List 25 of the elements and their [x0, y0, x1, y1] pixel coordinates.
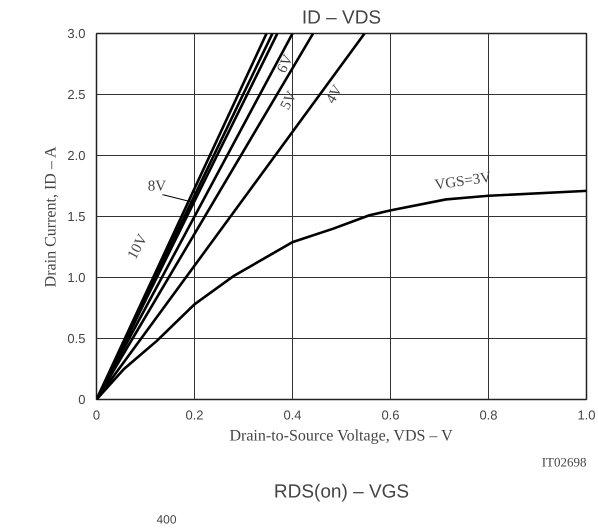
x-tick-label: 0.4 [283, 408, 302, 422]
text: 4V [323, 82, 346, 106]
x-tick-label: 0.8 [479, 408, 498, 422]
text: VGS=3V [434, 170, 492, 194]
chart-title: ID – VDS [302, 8, 382, 28]
x-tick-label: 0.2 [185, 408, 204, 422]
y-axis-title: Drain Current, ID – A [42, 146, 60, 288]
text: 400 [156, 512, 177, 526]
x-axis-title: Drain-to-Source Voltage, VDS – V [229, 428, 454, 444]
x-tick-label: 0.6 [381, 408, 400, 422]
text: 5V [278, 88, 300, 112]
y-tick-label: 1.0 [67, 270, 86, 285]
x-tick-label: 0 [92, 408, 100, 422]
text: RDS(on) – VGS [274, 482, 410, 502]
text: 6V [274, 52, 297, 76]
text: IT02698 [542, 454, 587, 470]
x-tick-label: 1.0 [577, 408, 596, 422]
y-tick-label: 0.5 [67, 331, 86, 346]
y-tick-label: 1.5 [67, 209, 86, 224]
series-label: 8V [148, 178, 166, 195]
y-tick-label: 2.5 [67, 87, 86, 102]
y-tick-label: 0 [78, 392, 86, 407]
y-tick-label: 3.0 [67, 26, 86, 41]
y-tick-label: 2.0 [67, 148, 86, 163]
text: 10V [124, 232, 152, 262]
